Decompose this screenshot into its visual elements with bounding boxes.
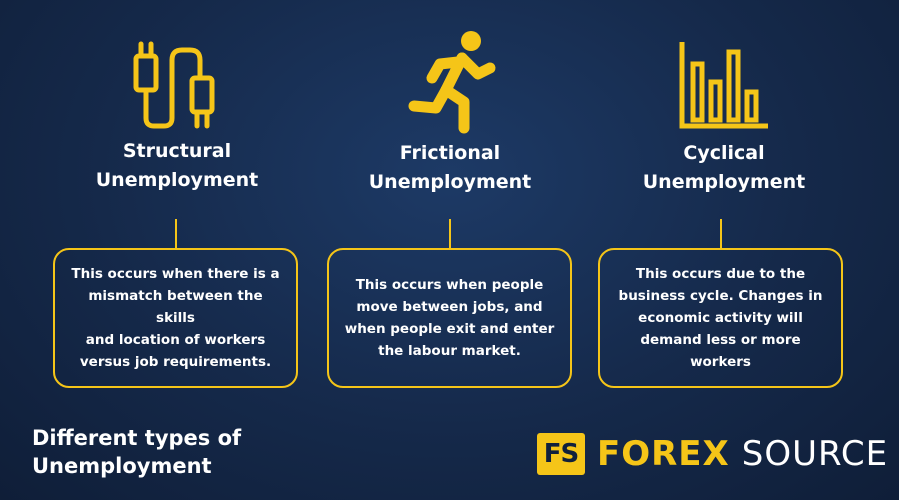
forex-source-logo: FS FOREX SOURCE [537,433,888,475]
desc-line: This occurs when there is a [71,266,280,282]
heading-line-1: Structural [122,140,232,162]
desc-line: This occurs when people [355,277,544,293]
heading-line-1: Frictional [399,142,501,164]
desc-line: economic activity will [638,310,803,326]
connector-line [175,219,177,249]
desc-line: mismatch between the skills [88,288,263,326]
title-line-1: Different types of [32,426,242,450]
description-box-frictional: This occurs when people move between job… [327,248,572,388]
heading-line-2: Unemployment [95,169,259,191]
logo-badge: FS [537,433,585,475]
desc-line: demand less or more [640,332,801,348]
heading-structural: Structural Unemployment [52,137,302,195]
logo-word-forex: FOREX [597,434,730,474]
heading-line-2: Unemployment [642,171,806,193]
plug-cable-icon [128,40,224,132]
heading-cyclical: Cyclical Unemployment [599,139,849,197]
desc-line: workers [690,354,751,370]
desc-line: when people exit and enter [344,321,555,337]
desc-line: This occurs due to the [635,266,806,282]
logo-word-source: SOURCE [741,434,889,474]
connector-line [449,219,451,249]
desc-line: business cycle. Changes in [618,288,823,304]
description-box-cyclical: This occurs due to the business cycle. C… [598,248,843,388]
heading-frictional: Frictional Unemployment [325,139,575,197]
title-line-2: Unemployment [32,454,212,478]
desc-line: and location of workers [85,332,266,348]
description-box-structural: This occurs when there is a mismatch bet… [53,248,298,388]
heading-line-2: Unemployment [368,171,532,193]
desc-line: move between jobs, and [356,299,543,315]
desc-line: the labour market. [378,343,521,359]
connector-line [720,219,722,249]
running-person-icon [404,28,500,134]
bar-chart-icon [678,40,770,130]
page-title: Different types of Unemployment [32,424,241,480]
heading-line-1: Cyclical [683,142,765,164]
desc-line: versus job requirements. [79,354,272,370]
